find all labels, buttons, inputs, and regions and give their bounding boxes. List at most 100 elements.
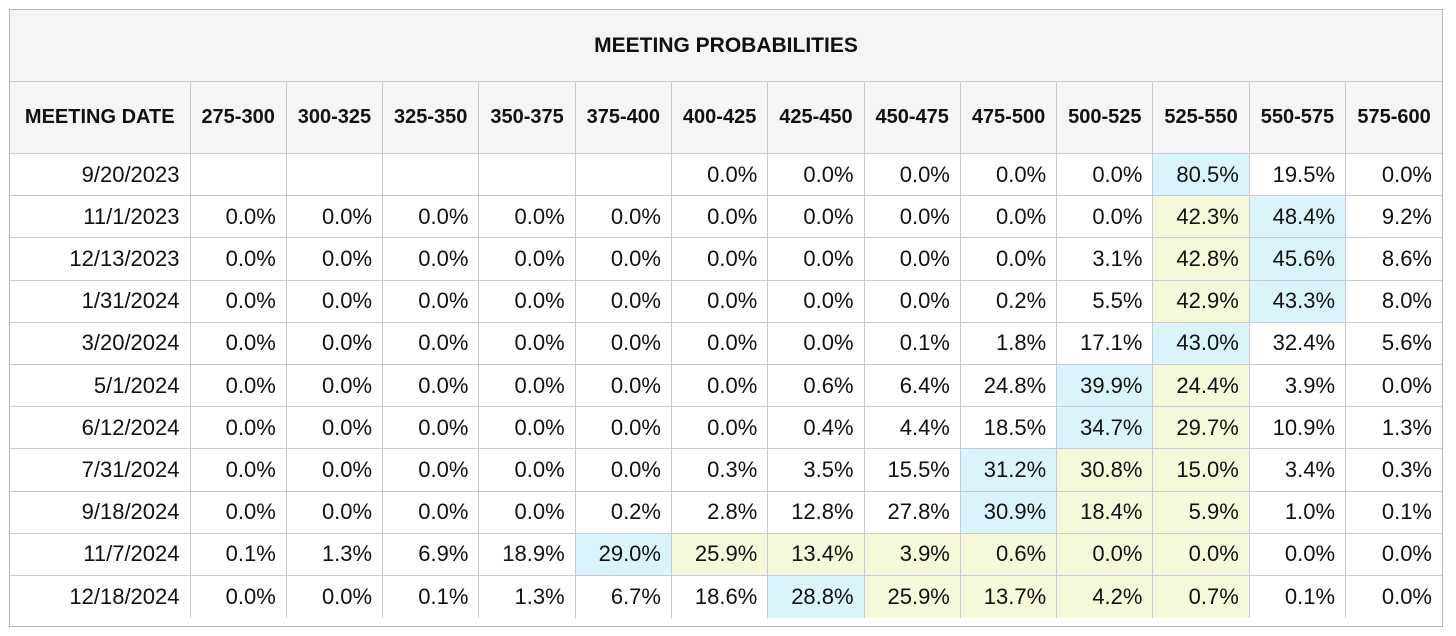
probability-cell bbox=[190, 153, 287, 197]
probability-cell: 42.9% bbox=[1152, 280, 1250, 323]
probability-cell: 3.1% bbox=[1056, 237, 1154, 281]
probability-cell bbox=[382, 153, 480, 197]
meeting-date-cell: 1/31/2024 bbox=[10, 280, 191, 323]
probability-cell: 0.1% bbox=[190, 533, 287, 576]
probability-cell: 0.0% bbox=[478, 448, 576, 492]
probability-cell: 0.0% bbox=[767, 195, 865, 239]
probability-cell: 0.0% bbox=[1249, 533, 1347, 576]
column-header-range: 400-425 bbox=[671, 82, 769, 154]
probability-cell: 0.0% bbox=[190, 237, 287, 281]
meeting-probabilities-panel: MEETING PROBABILITIES MEETING DATE 275-3… bbox=[9, 9, 1443, 627]
probability-cell: 19.5% bbox=[1249, 153, 1347, 197]
column-header-range: 475-500 bbox=[960, 82, 1058, 154]
probability-cell: 0.0% bbox=[671, 364, 769, 408]
probability-cell: 0.0% bbox=[575, 448, 672, 492]
probability-cell: 0.4% bbox=[767, 406, 865, 450]
column-header-range: 325-350 bbox=[382, 82, 480, 154]
probability-cell: 0.0% bbox=[575, 237, 672, 281]
probability-cell: 0.0% bbox=[286, 364, 384, 408]
column-header-range: 525-550 bbox=[1152, 82, 1250, 154]
probability-cell: 80.5% bbox=[1152, 153, 1250, 197]
probability-cell: 18.6% bbox=[671, 575, 769, 618]
probability-cell: 24.4% bbox=[1152, 364, 1250, 408]
probability-cell: 0.0% bbox=[960, 195, 1058, 239]
probability-cell: 0.0% bbox=[1152, 533, 1250, 576]
column-header-meeting-date: MEETING DATE bbox=[10, 82, 191, 154]
probability-cell: 0.0% bbox=[286, 280, 384, 323]
probability-cell: 5.5% bbox=[1056, 280, 1154, 323]
probability-cell: 25.9% bbox=[671, 533, 769, 576]
probability-cell: 13.4% bbox=[767, 533, 865, 576]
probability-cell: 0.0% bbox=[382, 491, 480, 534]
probability-cell: 0.0% bbox=[478, 280, 576, 323]
probability-cell: 0.0% bbox=[190, 195, 287, 239]
probability-cell: 5.9% bbox=[1152, 491, 1250, 534]
probability-cell: 0.0% bbox=[1381, 583, 1432, 609]
probability-cell: 2.8% bbox=[671, 491, 769, 534]
probability-cell: 6.4% bbox=[864, 364, 961, 408]
probability-cell: 5.6% bbox=[1345, 322, 1442, 365]
meeting-date-cell: 9/18/2024 bbox=[10, 491, 191, 534]
probability-cell: 0.0% bbox=[190, 322, 287, 365]
probability-cell: 3.4% bbox=[1249, 448, 1347, 492]
header-row: MEETING DATE 275-300 300-325 325-350 350-37… bbox=[10, 82, 1442, 154]
probability-cell: 0.0% bbox=[575, 280, 672, 323]
probability-cell: 0.0% bbox=[1056, 153, 1154, 197]
probability-cell: 0.0% bbox=[767, 322, 865, 365]
probability-cell: 0.1% bbox=[382, 575, 480, 618]
probability-cell: 0.0% bbox=[286, 322, 384, 365]
column-header-range: 275-300 bbox=[190, 82, 287, 154]
probability-cell: 31.2% bbox=[960, 448, 1058, 492]
probability-cell: 6.9% bbox=[382, 533, 480, 576]
table-row: 11/7/2024 0.1% 1.3% 6.9% 18.9% 29.0% 25.9% 13.4… bbox=[10, 533, 1442, 576]
table-row: 5/1/2024 0.0% 0.0% 0.0% 0.0% 0.0% 0.0% 0.6% 6.4%… bbox=[10, 364, 1442, 408]
probability-cell: 24.8% bbox=[960, 364, 1058, 408]
probability-cell: 0.1% bbox=[1249, 575, 1347, 618]
table-row: 11/1/2023 0.0% 0.0% 0.0% 0.0% 0.0% 0.0% 0.0% 0.0… bbox=[10, 195, 1442, 239]
probability-cell: 0.0% bbox=[286, 195, 384, 239]
probability-cell: 15.5% bbox=[864, 448, 961, 492]
probability-cell: 10.9% bbox=[1249, 406, 1347, 450]
probability-cell: 0.0% bbox=[671, 280, 769, 323]
probability-cell: 0.6% bbox=[960, 533, 1058, 576]
probability-cell: 0.0% bbox=[1345, 533, 1442, 576]
probability-cell: 3.9% bbox=[864, 533, 961, 576]
probability-cell: 3.9% bbox=[1249, 364, 1347, 408]
probability-cell: 0.0% bbox=[286, 575, 384, 618]
meeting-date-cell: 9/20/2023 bbox=[10, 153, 191, 197]
column-header-range: 300-325 bbox=[286, 82, 384, 154]
probability-cell: 30.8% bbox=[1056, 448, 1154, 492]
probability-cell: 0.0% bbox=[960, 237, 1058, 281]
probability-cell: 0.0% bbox=[382, 280, 480, 323]
probability-cell: 32.4% bbox=[1249, 322, 1347, 365]
table-row: 1/31/2024 0.0% 0.0% 0.0% 0.0% 0.0% 0.0% 0.0% 0.0… bbox=[10, 280, 1442, 323]
probability-cell: 0.0% bbox=[864, 280, 961, 323]
meeting-date-cell: 6/12/2024 bbox=[10, 406, 191, 450]
probability-cell: 42.8% bbox=[1152, 237, 1250, 281]
probability-cell: 0.0% bbox=[767, 237, 865, 281]
probability-cell: 0.0% bbox=[575, 322, 672, 365]
probability-cell: 28.8% bbox=[767, 575, 865, 618]
probability-cell: 0.7% bbox=[1152, 575, 1250, 618]
meeting-date-cell: 11/7/2024 bbox=[10, 533, 191, 576]
probability-cell: 39.9% bbox=[1056, 364, 1154, 408]
probability-cell: 4.4% bbox=[864, 406, 961, 450]
probability-cell: 18.4% bbox=[1056, 491, 1154, 534]
probability-cell: 0.0% bbox=[190, 575, 287, 618]
probability-cell: 0.0% bbox=[190, 448, 287, 492]
column-header-range: 450-475 bbox=[864, 82, 961, 154]
probability-cell bbox=[286, 153, 384, 197]
probability-cell: 1.3% bbox=[286, 533, 384, 576]
meeting-date-cell: 11/1/2023 bbox=[10, 195, 191, 239]
probability-cell: 0.0% bbox=[864, 237, 961, 281]
probability-cell: 17.1% bbox=[1056, 322, 1154, 365]
probability-cell bbox=[478, 153, 576, 197]
column-header-range: 425-450 bbox=[767, 82, 865, 154]
probability-cell: 0.0% bbox=[286, 491, 384, 534]
probability-cell: 30.9% bbox=[960, 491, 1058, 534]
column-header-range: 575-600 bbox=[1345, 82, 1442, 154]
probability-cell: 0.0% bbox=[575, 406, 672, 450]
probability-cell: 0.0% bbox=[382, 195, 480, 239]
probability-cell: 29.7% bbox=[1152, 406, 1250, 450]
probability-cell: 13.7% bbox=[960, 575, 1058, 618]
